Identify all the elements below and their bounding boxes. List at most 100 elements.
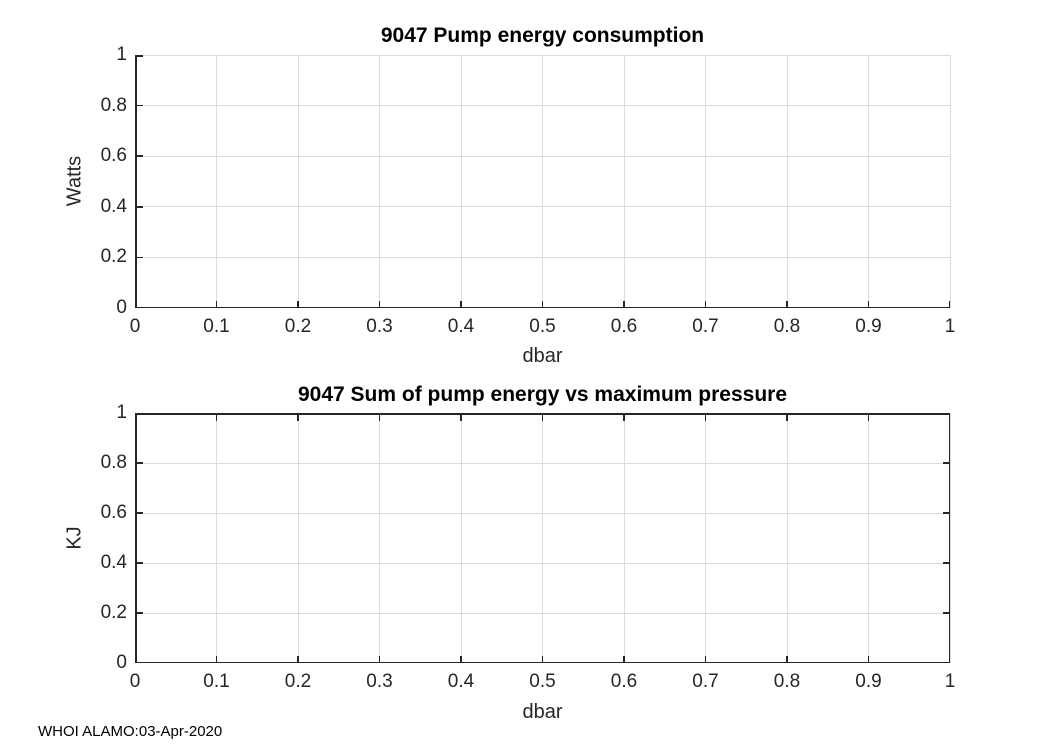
x-gridline [542,55,543,308]
x-tick-label: 0 [129,671,141,692]
x-gridline [868,55,869,308]
y-tick-label: 0.2 [100,602,127,623]
y-tick-mark [136,512,143,514]
x-gridline [460,413,462,663]
top-plot-xlabel: dbar [522,345,563,367]
bottom-plot-ylabel: KJ [63,526,86,550]
y-tick-label: 0.6 [100,145,127,167]
watermark-text: WHOI ALAMO:03-Apr-2020 [38,723,223,740]
x-gridline [705,413,706,663]
y-tick-label: 0 [116,652,127,673]
y-tick-label: 0 [116,297,127,318]
x-tick-label: 0 [129,316,141,337]
x-tick-mark [948,300,950,307]
x-tick-mark [786,655,788,662]
y-tick-mark-right [942,661,949,663]
x-tick-mark-top [704,414,707,421]
y-axis-line [135,55,137,308]
x-tick-mark [460,300,462,307]
x-tick-mark-top [867,414,870,421]
y-tick-label: 0.8 [100,94,127,116]
x-tick-label: 0.8 [773,671,801,692]
x-gridline [786,55,788,308]
x-tick-label: 0.6 [610,316,638,337]
x-tick-mark-top [135,414,137,421]
y-tick-mark [136,306,143,308]
x-tick-mark [378,300,381,307]
x-tick-mark [623,300,625,307]
x-tick-label: 0.2 [284,316,312,337]
x-tick-mark [135,300,137,307]
x-tick-mark-top [460,414,462,421]
y-gridline [135,612,950,614]
y-gridline [135,54,950,56]
x-tick-mark [541,655,544,662]
y-tick-label: 0.4 [100,195,127,217]
x-tick-label: 0.5 [529,671,556,692]
x-gridline [379,413,380,663]
y-gridline [135,562,950,564]
x-tick-mark [215,655,218,662]
x-tick-mark [704,300,707,307]
y-tick-label: 0.6 [100,502,127,523]
x-gridline [705,55,706,308]
x-tick-mark-top [786,414,788,421]
x-tick-mark [867,300,870,307]
box-top-line [135,413,950,415]
x-tick-mark-top [215,414,218,421]
x-tick-mark-top [297,414,299,421]
x-tick-label: 0.6 [610,671,638,692]
x-tick-mark [297,300,299,307]
y-tick-mark [136,206,143,208]
x-tick-mark [297,655,299,662]
x-tick-mark [623,655,625,662]
y-tick-label: 0.4 [100,552,127,573]
x-tick-mark-top [378,414,381,421]
x-tick-label: 0.4 [447,671,475,692]
y-tick-label: 1 [116,44,127,65]
y-gridline [135,462,950,464]
x-gridline [216,55,217,308]
y-tick-mark [136,562,143,564]
x-tick-label: 0.4 [447,316,475,337]
x-axis-line [135,661,950,663]
box-right-line [948,413,950,663]
bottom-plot-title: 9047 Sum of pump energy vs maximum press… [297,383,788,406]
x-tick-mark [378,655,381,662]
x-tick-label: 0.7 [692,671,719,692]
bottom-plot-xlabel: dbar [522,701,563,723]
y-tick-mark-right [942,462,949,464]
x-tick-label: 0.9 [855,671,882,692]
x-tick-label: 0.5 [529,316,556,337]
x-axis-line [135,306,950,308]
x-tick-mark [541,300,544,307]
x-tick-label: 0.3 [366,316,393,337]
y-tick-mark [136,462,143,464]
x-tick-label: 0.1 [203,671,230,692]
x-gridline [297,55,299,308]
x-tick-label: 0.9 [855,316,882,337]
x-gridline [623,55,625,308]
x-tick-mark [135,655,137,662]
x-gridline [216,413,217,663]
y-gridline [135,155,950,157]
y-gridline [135,206,950,208]
x-tick-mark [704,655,707,662]
x-tick-label: 0.8 [773,316,801,337]
x-tick-mark-top [541,414,544,421]
x-tick-label: 0.7 [692,316,719,337]
y-tick-mark-right [942,512,949,514]
x-gridline [460,55,462,308]
top-plot-title: 9047 Pump energy consumption [380,24,705,47]
x-gridline [949,413,951,663]
y-tick-mark [136,256,143,259]
y-gridline [135,105,950,107]
bottom-plot-area: 0 0.1 0.2 0.3 0.4 0.5 0.6 0.7 0.8 0.9 1 0 0.2 0.4 0.6 0… [101,402,956,692]
x-tick-mark-top [623,414,625,421]
top-plot-area: 0 0.1 0.2 0.3 0.4 0.5 0.6 0.7 0.8 0.9 1 0 0.2 0.4 0.6 0… [101,44,956,337]
x-gridline [623,413,625,663]
x-gridline [786,413,788,663]
y-tick-label: 0.2 [100,246,127,268]
y-tick-mark-right [942,413,949,415]
